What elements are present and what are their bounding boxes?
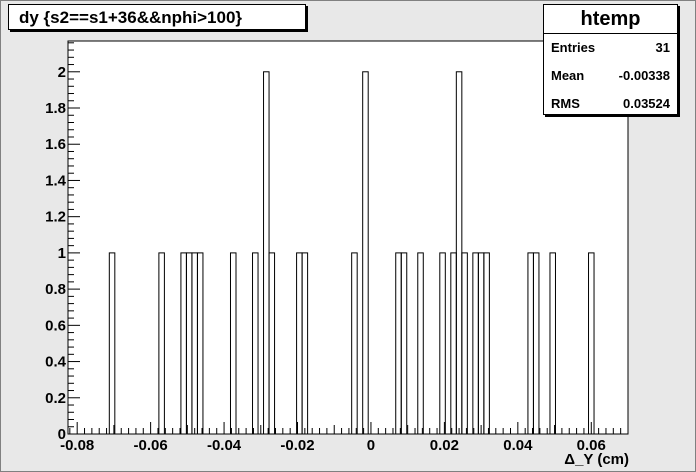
- x-tick-label: -0.02: [280, 437, 314, 454]
- x-tick-label: 0: [367, 437, 375, 454]
- y-tick-label: 1.8: [45, 100, 66, 117]
- chart-title: dy {s2==s1+36&&nphi>100}: [8, 4, 306, 30]
- x-tick-label: 0.06: [577, 437, 606, 454]
- y-tick-label: 0.4: [45, 354, 67, 371]
- x-tick-label: -0.04: [207, 437, 242, 454]
- mean-label: Mean: [551, 68, 585, 83]
- histogram-bin: [268, 252, 276, 435]
- histogram-bin: [351, 252, 358, 435]
- histogram-bin: [196, 252, 204, 435]
- x-tick-label: 0.04: [503, 437, 533, 454]
- rms-value: 0.03524: [623, 96, 670, 111]
- x-tick-label: 0.02: [430, 437, 459, 454]
- x-axis-label: Δ_Y (cm): [564, 451, 629, 468]
- stats-box: htemp Entries 31 Mean -0.00338 RMS 0.035…: [543, 4, 678, 115]
- histogram-bin: [588, 252, 595, 435]
- histogram-bin: [400, 252, 408, 435]
- y-tick-label: 1: [58, 245, 66, 262]
- histogram-bin: [439, 252, 446, 435]
- histogram-bin: [417, 252, 424, 435]
- y-tick-label: 0.8: [45, 281, 66, 298]
- histogram-bin: [108, 252, 116, 435]
- histogram-bin: [461, 252, 468, 435]
- mean-value: -0.00338: [618, 68, 670, 83]
- histogram-bin: [483, 252, 490, 435]
- histogram-bin: [301, 252, 309, 435]
- stats-row-rms: RMS 0.03524: [544, 90, 677, 118]
- histogram-bin: [532, 252, 540, 435]
- y-tick-label: 0.6: [45, 317, 66, 334]
- rms-label: RMS: [551, 96, 580, 111]
- histogram-bin: [158, 252, 165, 435]
- y-tick-label: 1.2: [45, 209, 66, 226]
- y-tick-label: 0.2: [45, 390, 66, 407]
- entries-label: Entries: [551, 40, 596, 55]
- histogram-bin: [252, 252, 259, 435]
- histogram-bin: [229, 252, 237, 435]
- y-tick-label: 1.6: [45, 136, 66, 153]
- entries-value: 31: [655, 40, 670, 55]
- stats-row-mean: Mean -0.00338: [544, 62, 677, 90]
- y-tick-label: 0: [58, 426, 66, 443]
- stats-row-entries: Entries 31: [544, 34, 677, 62]
- y-tick-label: 2: [58, 64, 66, 81]
- histogram-bin: [362, 71, 369, 435]
- stats-title: htemp: [544, 5, 677, 34]
- y-tick-label: 1.4: [45, 172, 67, 189]
- plot-area: [67, 40, 629, 435]
- x-tick-label: -0.06: [134, 437, 168, 454]
- x-tick-label: -0.08: [60, 437, 94, 454]
- histogram-bin: [549, 252, 556, 435]
